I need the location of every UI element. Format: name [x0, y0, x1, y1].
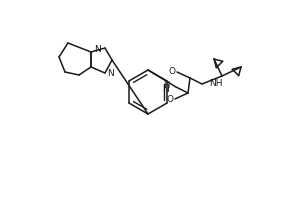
- Text: O: O: [169, 66, 176, 75]
- Text: O: O: [167, 96, 173, 104]
- Text: N: N: [107, 70, 114, 78]
- Text: N: N: [162, 86, 169, 95]
- Text: H: H: [163, 82, 169, 90]
- Text: N: N: [94, 46, 101, 54]
- Text: NH: NH: [209, 79, 223, 88]
